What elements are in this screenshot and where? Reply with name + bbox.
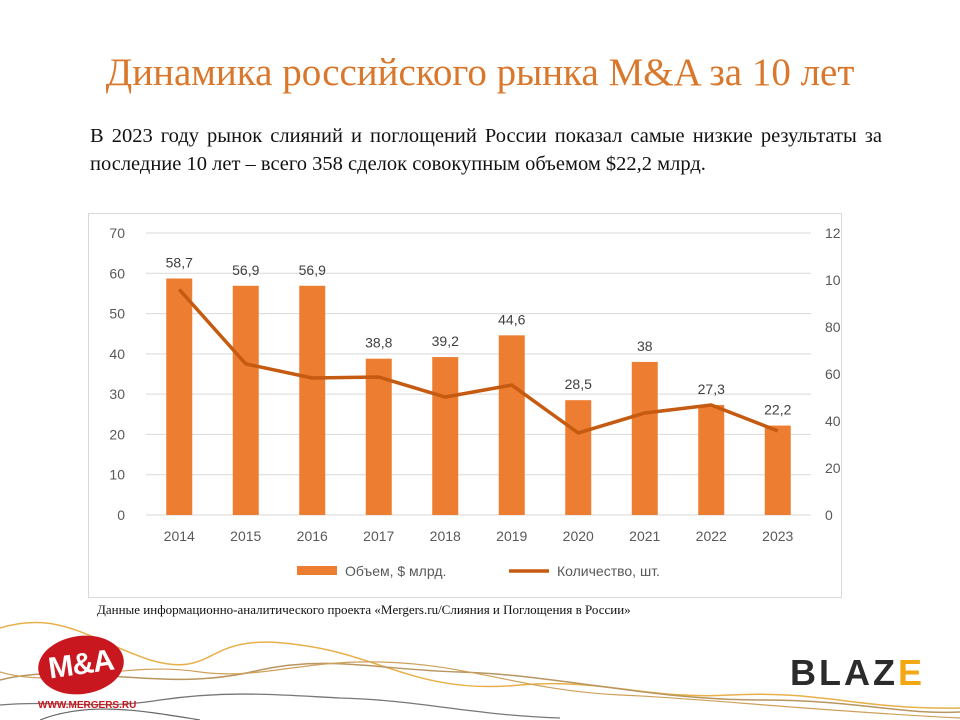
bar-data-label: 27,3	[698, 381, 725, 397]
y-right-tick-label: 0	[825, 507, 833, 523]
slide-subtitle: В 2023 году рынок слияний и поглощений Р…	[90, 125, 882, 175]
y-left-tick-label: 30	[109, 386, 125, 402]
x-tick-label: 2015	[230, 528, 261, 544]
blaze-logo-text: BLAZ	[790, 652, 898, 693]
legend-bar-label: Объем, $ млрд.	[345, 563, 446, 579]
x-tick-label: 2020	[563, 528, 594, 544]
y-left-tick-label: 0	[117, 507, 125, 523]
bar	[631, 361, 658, 515]
bar-data-label: 22,2	[764, 402, 791, 418]
bar	[498, 335, 525, 515]
legend-bar-swatch	[297, 566, 337, 575]
bar-data-label: 56,9	[299, 262, 326, 278]
y-right-tick-label: 800	[825, 319, 841, 335]
blaze-logo: BLAZE	[790, 652, 925, 694]
y-left-tick-label: 40	[109, 346, 125, 362]
bar	[166, 278, 193, 515]
chart-frame: 0 10 20 30 40 50 60 70 0 200 400 600 800 1000 1200 58,7…	[88, 213, 842, 598]
bar-data-label: 44,6	[498, 311, 525, 327]
blaze-logo-accent: E	[897, 652, 925, 693]
y-right-tick-label: 600	[825, 366, 841, 382]
x-tick-label: 2019	[496, 528, 527, 544]
mergers-url: WWW.MERGERS.RU	[38, 700, 137, 711]
bar-data-label: 56,9	[232, 262, 259, 278]
y-left-tick-label: 20	[109, 426, 125, 442]
x-tick-label: 2021	[629, 528, 660, 544]
bar-data-label: 38,8	[365, 335, 392, 351]
slide-title: Динамика российского рынка M&A за 10 лет	[105, 51, 855, 94]
x-tick-label: 2022	[696, 528, 727, 544]
bar-data-label: 28,5	[565, 376, 592, 392]
y-right-tick-label: 1200	[825, 225, 841, 241]
y-right-tick-label: 200	[825, 460, 841, 476]
bar	[299, 285, 326, 515]
y-left-tick-label: 10	[109, 467, 125, 483]
bar-data-label: 58,7	[166, 255, 193, 271]
bar	[698, 405, 725, 515]
bar	[764, 425, 791, 515]
source-note: Данные информационно-аналитического прое…	[97, 602, 631, 617]
x-tick-label: 2023	[762, 528, 793, 544]
bar	[432, 357, 459, 515]
line-series	[177, 288, 779, 435]
y-left-tick-label: 70	[109, 225, 125, 241]
y-right-tick-label: 1000	[825, 272, 841, 288]
decorative-waves	[0, 621, 960, 720]
x-tick-label: 2018	[430, 528, 461, 544]
bar	[365, 358, 392, 515]
x-tick-label: 2016	[297, 528, 328, 544]
bar	[232, 285, 259, 515]
mergers-logo-text: M&A	[46, 643, 116, 686]
bar-data-label: 38	[637, 338, 653, 354]
legend-line-label: Количество, шт.	[557, 563, 660, 579]
y-left-tick-label: 50	[109, 306, 125, 322]
x-tick-label: 2017	[363, 528, 394, 544]
y-left-tick-label: 60	[109, 265, 125, 281]
x-tick-label: 2014	[164, 528, 195, 544]
bar	[565, 400, 592, 515]
y-right-tick-label: 400	[825, 413, 841, 429]
bar-data-label: 39,2	[432, 333, 459, 349]
combo-chart: 0 10 20 30 40 50 60 70 0 200 400 600 800 1000 1200 58,7…	[109, 225, 841, 579]
